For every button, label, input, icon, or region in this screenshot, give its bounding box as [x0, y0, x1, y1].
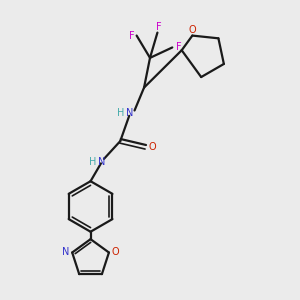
- Text: F: F: [156, 22, 162, 32]
- Text: O: O: [188, 25, 196, 35]
- Text: F: F: [176, 43, 182, 52]
- Text: H: H: [117, 108, 124, 118]
- Text: N: N: [98, 157, 105, 167]
- Text: F: F: [129, 31, 135, 40]
- Text: N: N: [126, 108, 134, 118]
- Text: N: N: [62, 247, 69, 257]
- Text: H: H: [89, 157, 96, 167]
- Text: O: O: [148, 142, 156, 152]
- Text: O: O: [112, 247, 119, 257]
